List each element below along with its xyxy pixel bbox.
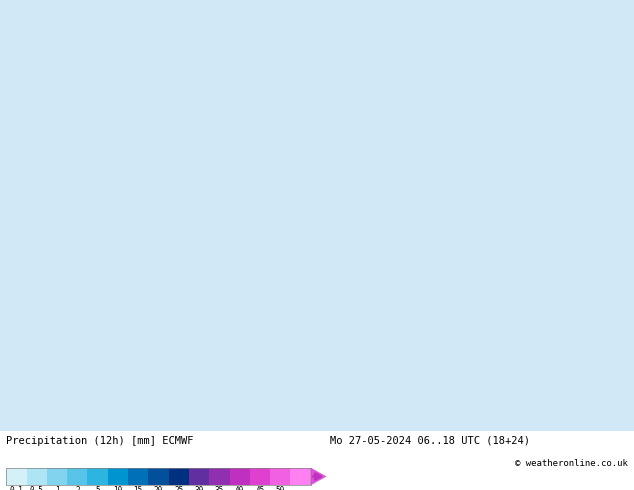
- Bar: [87, 467, 108, 485]
- Text: 0.1: 0.1: [10, 487, 23, 490]
- Bar: [169, 467, 189, 485]
- Bar: [250, 467, 270, 485]
- Bar: [6, 467, 27, 485]
- Bar: [290, 467, 311, 485]
- Bar: [209, 467, 230, 485]
- Text: 1: 1: [55, 487, 60, 490]
- Bar: [189, 467, 209, 485]
- Bar: [108, 467, 128, 485]
- Text: 45: 45: [256, 487, 264, 490]
- Text: 0.5: 0.5: [30, 487, 44, 490]
- Text: 35: 35: [215, 487, 224, 490]
- Bar: [148, 467, 169, 485]
- Bar: [67, 467, 87, 485]
- Bar: [270, 467, 290, 485]
- Text: 30: 30: [195, 487, 204, 490]
- Bar: [47, 467, 67, 485]
- Text: Mo 27-05-2024 06..18 UTC (18+24): Mo 27-05-2024 06..18 UTC (18+24): [330, 436, 529, 446]
- Bar: [230, 467, 250, 485]
- Text: 5: 5: [95, 487, 100, 490]
- Text: 15: 15: [134, 487, 143, 490]
- Text: 40: 40: [235, 487, 244, 490]
- Polygon shape: [311, 467, 327, 485]
- Text: 10: 10: [113, 487, 122, 490]
- Text: 2: 2: [75, 487, 80, 490]
- Text: 50: 50: [276, 487, 285, 490]
- Text: © weatheronline.co.uk: © weatheronline.co.uk: [515, 459, 628, 468]
- Text: Precipitation (12h) [mm] ECMWF: Precipitation (12h) [mm] ECMWF: [6, 436, 194, 446]
- Text: 20: 20: [154, 487, 163, 490]
- Bar: [128, 467, 148, 485]
- Bar: [6, 467, 311, 485]
- Bar: [27, 467, 47, 485]
- Text: 25: 25: [174, 487, 183, 490]
